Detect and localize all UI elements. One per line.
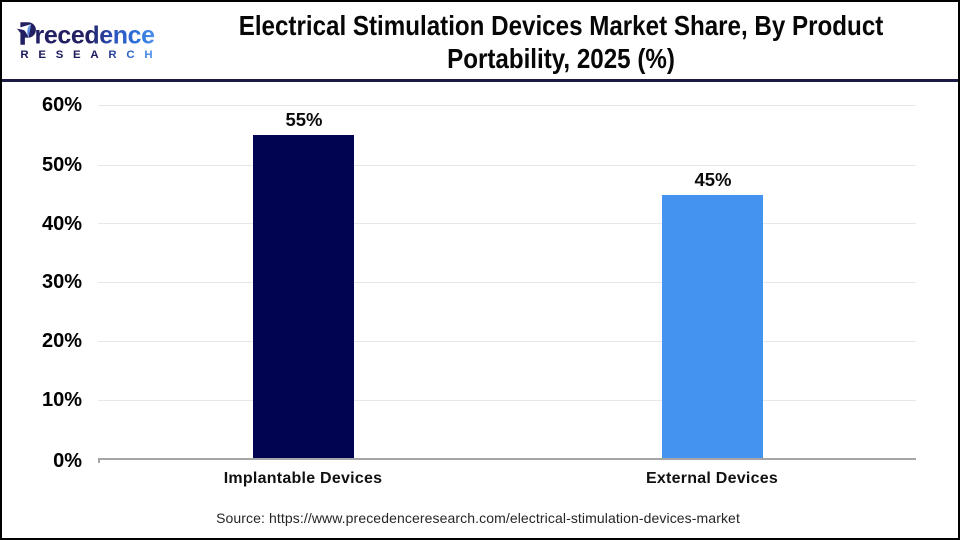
svg-text:recedence: recedence	[35, 22, 156, 50]
svg-text:RESEARCH: RESEARCH	[20, 49, 160, 61]
